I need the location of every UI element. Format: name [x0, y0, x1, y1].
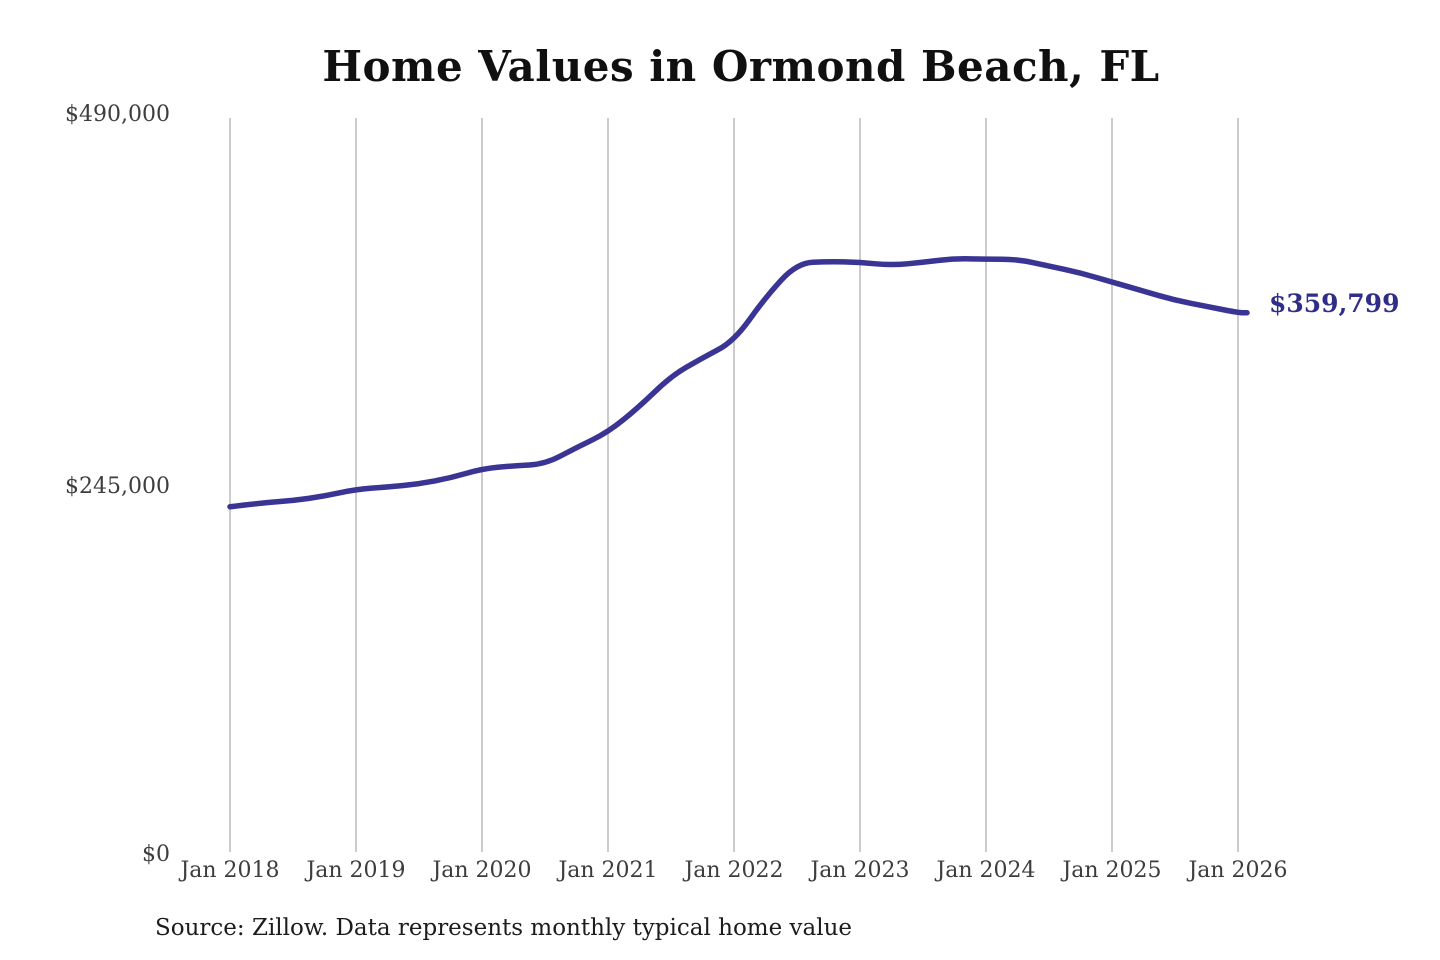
- x-axis-tick-label: Jan 2022: [684, 858, 784, 883]
- vertical-gridlines: [229, 118, 1239, 852]
- home-value-line: [227, 256, 1250, 510]
- x-axis: Jan 2018 Jan 2019 Jan 2020 Jan 2021 Jan …: [0, 858, 1440, 888]
- y-axis-tick-label: $0: [142, 842, 170, 867]
- x-axis-tick-label: Jan 2025: [1062, 858, 1162, 883]
- chart-title: Home Values in Ormond Beach, FL: [322, 42, 1160, 91]
- x-axis-tick-label: Jan 2023: [810, 858, 910, 883]
- y-axis-tick-label: $490,000: [65, 102, 170, 127]
- y-axis-tick-label: $245,000: [65, 474, 170, 499]
- x-axis-tick-label: Jan 2021: [558, 858, 658, 883]
- x-axis-tick-label: Jan 2018: [180, 858, 280, 883]
- source-note: Source: Zillow. Data represents monthly …: [155, 915, 853, 941]
- current-value-label: $359,799: [1269, 288, 1400, 318]
- x-axis-tick-label: Jan 2024: [936, 858, 1036, 883]
- x-axis-tick-label: Jan 2020: [432, 858, 532, 883]
- x-axis-tick-label: Jan 2019: [306, 858, 406, 883]
- y-axis: $490,000 $245,000 $0: [0, 0, 170, 960]
- x-axis-tick-label: Jan 2026: [1188, 858, 1288, 883]
